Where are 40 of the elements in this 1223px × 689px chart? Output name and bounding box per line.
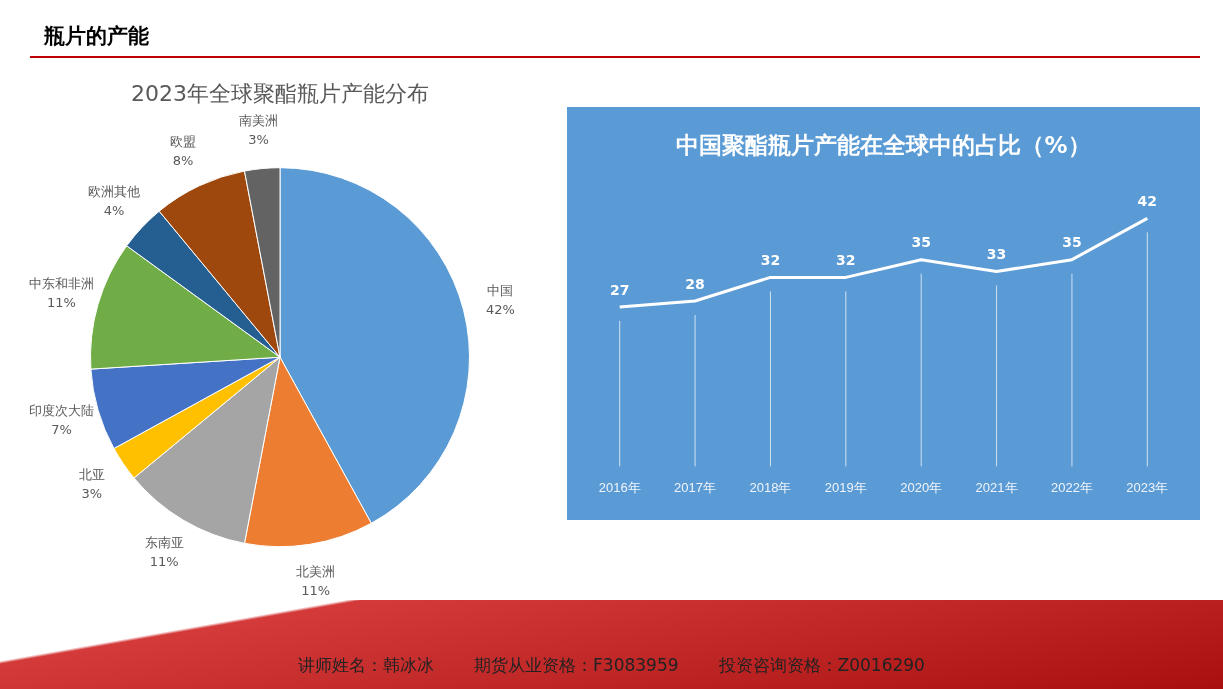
x-tick-label: 2019年	[824, 479, 867, 495]
chart-title: 中国聚酯瓶片产能在全球中的占比（%）	[676, 131, 1091, 158]
data-label: 8%	[172, 152, 194, 168]
slice-label: 南美洲	[239, 113, 279, 129]
x-tick-label: 2023年	[1126, 479, 1169, 495]
slice-label: 中东和非洲	[29, 276, 95, 292]
slice-label: 北美洲	[296, 564, 336, 580]
x-tick-label: 2018年	[749, 479, 792, 495]
data-label: 11%	[301, 583, 331, 599]
x-tick-label: 2017年	[674, 479, 717, 495]
chart-title: 2023年全球聚酯瓶片产能分布	[131, 80, 429, 106]
data-label: 4%	[103, 202, 125, 218]
data-label: 7%	[51, 422, 72, 438]
text: 投资咨询资格：Z0016290	[718, 654, 925, 677]
data-label: 33	[986, 246, 1007, 263]
data-label: 35	[1062, 234, 1082, 251]
data-label: 32	[836, 252, 856, 269]
x-tick-label: 2022年	[1050, 479, 1093, 495]
text: 瓶片的产能	[44, 23, 149, 50]
slice-label: 中国	[487, 283, 514, 298]
data-label: 42	[1137, 192, 1158, 209]
slice-label: 北亚	[78, 467, 105, 483]
data-label: 27	[609, 281, 630, 298]
data-label: 35	[911, 234, 931, 251]
slice-label: 欧洲其他	[88, 183, 141, 199]
text: 讲师姓名：韩冰冰	[298, 654, 435, 677]
data-label: 11%	[47, 295, 76, 311]
x-tick-label: 2021年	[975, 479, 1018, 495]
slice-label: 东南亚	[144, 535, 184, 551]
x-tick-label: 2020年	[900, 479, 943, 495]
slice-label: 印度次大陆	[29, 403, 95, 419]
data-label: 11%	[149, 554, 179, 570]
data-label: 3%	[248, 132, 269, 148]
data-label: 28	[685, 275, 705, 292]
data-label: 42%	[485, 302, 515, 317]
data-label: 32	[760, 252, 781, 269]
x-tick-label: 2016年	[598, 479, 641, 495]
slice-label: 欧盟	[170, 133, 197, 149]
data-label: 3%	[81, 486, 103, 502]
text: 期货从业资格：F3083959	[474, 654, 679, 677]
